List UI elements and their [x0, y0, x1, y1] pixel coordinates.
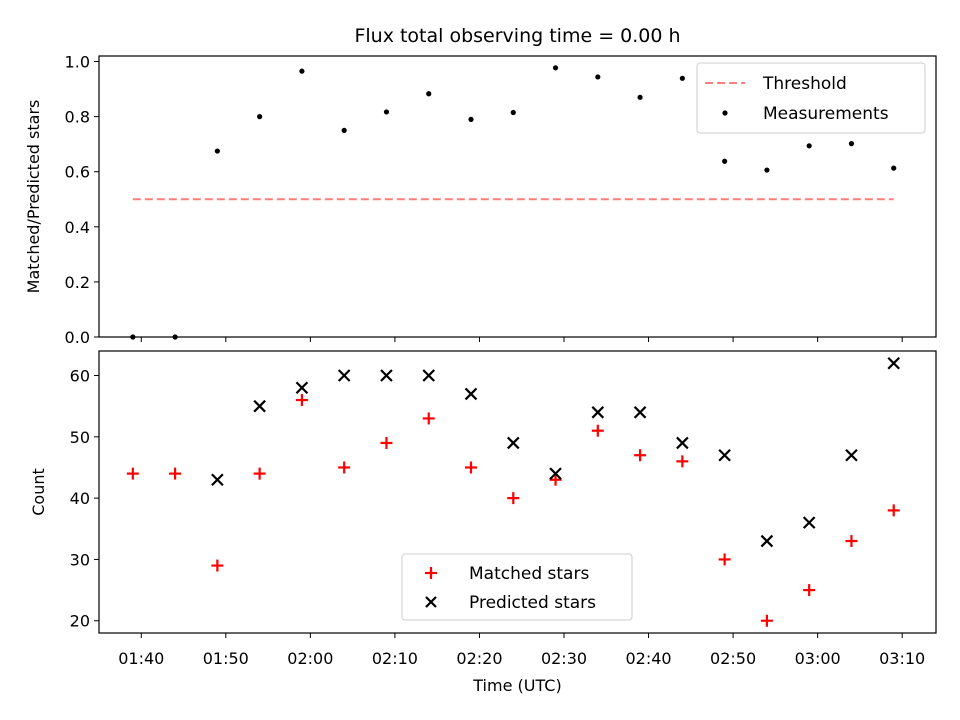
measurement-point: [679, 75, 685, 81]
matched-stars-point: [169, 467, 182, 480]
predicted-stars-point: [337, 369, 351, 382]
count-legend: Matched stars Predicted stars: [401, 553, 633, 621]
predicted-stars-point: [760, 534, 774, 548]
matched-stars-point: [760, 614, 773, 627]
matched-stars-point: [718, 553, 731, 566]
chart-title: Flux total observing time = 0.00 h: [354, 25, 680, 47]
predicted-stars-point: [718, 448, 731, 462]
measurement-point: [764, 167, 770, 173]
predicted-stars-point: [633, 406, 647, 419]
ratio-axes-frame: [98, 55, 937, 338]
predicted-stars-point: [549, 467, 562, 480]
matched-legend-label: Matched stars: [469, 564, 589, 584]
measurement-point: [341, 127, 347, 133]
x-tick-label: 01:40: [118, 649, 164, 668]
predicted-stars-point: [295, 381, 309, 395]
count-axes-frame: [98, 350, 937, 634]
count-y-axis-label: Count: [29, 468, 48, 516]
x-tick-label: 02:30: [541, 649, 587, 668]
matched-stars-point: [676, 455, 689, 468]
measurement-point: [806, 143, 812, 149]
y-tick-label: 50: [70, 428, 90, 447]
x-tick-label: 02:40: [625, 649, 671, 668]
measurement-point: [299, 68, 305, 74]
matched-stars-point: [887, 504, 900, 517]
x-tick-label: 02:00: [287, 649, 333, 668]
measurement-point: [510, 109, 516, 116]
y-tick-label: 0.6: [65, 163, 90, 182]
matched-stars-point: [338, 461, 351, 474]
measurement-point: [426, 91, 432, 97]
measurement-point: [722, 158, 728, 164]
matched-stars-point: [422, 412, 435, 425]
ratio-legend: Threshold Measurements: [696, 62, 926, 134]
predicted-stars-point: [591, 406, 605, 419]
y-tick-label: 0.8: [65, 108, 90, 127]
matched-stars-point: [126, 467, 139, 480]
x-tick-label: 02:20: [456, 649, 502, 668]
predicted-stars-point: [506, 436, 520, 450]
measurements-legend-swatch: [722, 110, 728, 116]
measurement-point: [214, 148, 220, 154]
count-panel: 20 30 40 50 60 Count Time (UTC) 01:40 01:50 02…: [29, 350, 937, 695]
measurement-point: [552, 65, 559, 71]
predicted-stars-point: [422, 369, 436, 382]
measurement-point: [637, 94, 643, 100]
matched-legend-swatch: [425, 567, 437, 579]
matched-stars-point: [253, 467, 266, 480]
y-tick-label: 20: [70, 612, 90, 631]
matched-stars-point: [634, 449, 647, 462]
x-tick-label: 02:50: [710, 649, 756, 668]
y-tick-label: 40: [70, 489, 90, 508]
predicted-stars-point: [845, 448, 858, 462]
measurement-point: [595, 74, 601, 80]
predicted-stars-point: [802, 516, 816, 529]
predicted-legend-swatch: [425, 596, 437, 608]
matched-stars-point: [549, 473, 562, 486]
y-tick-label: 1.0: [65, 53, 90, 72]
matched-stars-point: [295, 394, 308, 407]
ratio-panel: 0.0 0.2 0.4 0.6 0.8 1.0 Matched/Predicted sta…: [24, 53, 937, 347]
predicted-stars-point: [253, 399, 266, 413]
y-tick-label: 30: [70, 550, 90, 569]
y-tick-label: 60: [70, 367, 90, 386]
y-tick-label: 0.2: [65, 273, 90, 292]
x-tick-label: 03:00: [795, 649, 841, 668]
matched-stars-point: [211, 559, 224, 572]
matched-stars-point: [507, 492, 520, 505]
measurement-point: [468, 116, 474, 122]
measurement-point: [891, 165, 897, 171]
x-tick-label: 01:50: [203, 649, 249, 668]
measurements-legend-label: Measurements: [763, 104, 889, 124]
y-tick-label: 0.0: [65, 328, 90, 347]
matched-stars-point: [803, 584, 816, 597]
y-tick-label: 0.4: [65, 218, 90, 237]
predicted-legend-label: Predicted stars: [469, 593, 596, 613]
ratio-y-axis-label: Matched/Predicted stars: [24, 100, 43, 294]
matched-stars-point: [465, 461, 477, 474]
x-tick-label: 02:10: [372, 649, 418, 668]
matched-stars-point: [380, 436, 393, 449]
predicted-stars-point: [464, 387, 478, 401]
measurement-point: [257, 114, 263, 120]
matched-stars-point: [845, 535, 858, 548]
threshold-legend-label: Threshold: [762, 74, 847, 94]
predicted-stars-point: [380, 369, 393, 382]
measurement-point: [848, 141, 855, 147]
predicted-stars-point: [211, 473, 224, 487]
x-axis-label: Time (UTC): [472, 676, 561, 695]
matched-stars-point: [591, 424, 604, 437]
predicted-stars-point: [676, 436, 689, 450]
predicted-stars-point: [887, 356, 901, 370]
x-tick-label: 03:10: [879, 649, 925, 668]
measurement-point: [383, 109, 390, 115]
